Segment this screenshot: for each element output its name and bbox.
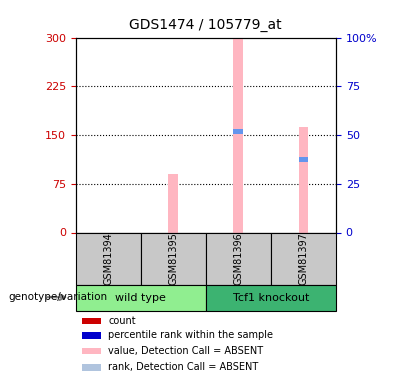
Text: Tcf1 knockout: Tcf1 knockout — [233, 293, 309, 303]
Text: GSM81397: GSM81397 — [299, 232, 308, 285]
Bar — [82, 364, 102, 370]
Bar — [76, 232, 141, 285]
Bar — [82, 318, 102, 324]
Text: wild type: wild type — [115, 293, 166, 303]
Bar — [271, 232, 336, 285]
Text: count: count — [108, 316, 136, 326]
Bar — [299, 127, 308, 232]
Text: genotype/variation: genotype/variation — [8, 292, 108, 302]
Text: GSM81395: GSM81395 — [168, 232, 178, 285]
Bar — [168, 174, 178, 232]
Bar — [76, 285, 206, 311]
Bar — [82, 332, 102, 339]
Text: value, Detection Call = ABSENT: value, Detection Call = ABSENT — [108, 346, 263, 356]
Title: GDS1474 / 105779_at: GDS1474 / 105779_at — [129, 18, 282, 32]
Bar — [206, 232, 271, 285]
Bar — [234, 129, 243, 134]
Bar — [234, 38, 243, 232]
Bar — [141, 232, 206, 285]
Text: GSM81394: GSM81394 — [103, 232, 113, 285]
Text: GSM81396: GSM81396 — [234, 232, 243, 285]
Bar — [299, 157, 308, 162]
Text: rank, Detection Call = ABSENT: rank, Detection Call = ABSENT — [108, 362, 259, 372]
Bar — [82, 348, 102, 354]
Text: percentile rank within the sample: percentile rank within the sample — [108, 330, 273, 340]
Bar — [206, 285, 336, 311]
